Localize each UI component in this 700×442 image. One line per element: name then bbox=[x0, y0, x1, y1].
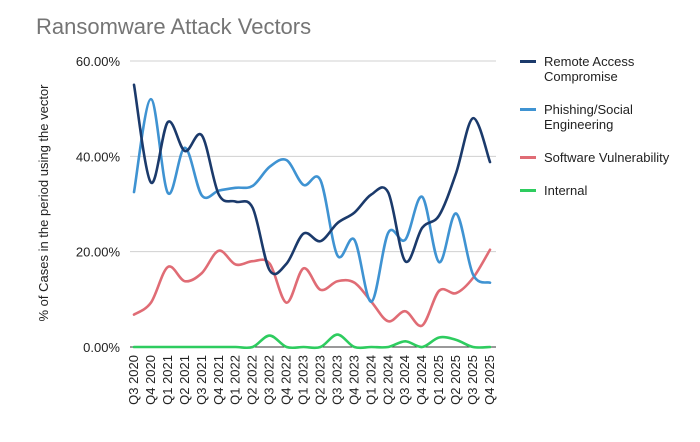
series-lines bbox=[132, 83, 492, 350]
legend-label: Phishing/Social Engineering bbox=[544, 102, 633, 132]
x-tick-label: Q4 2021 bbox=[211, 355, 226, 405]
x-tick-label: Q2 2023 bbox=[312, 355, 327, 405]
x-tick-label: Q3 2020 bbox=[126, 355, 141, 405]
x-tick-label: Q3 2025 bbox=[465, 355, 480, 405]
chart-title: Ransomware Attack Vectors bbox=[36, 14, 312, 39]
y-tick-label: 60.00% bbox=[76, 54, 121, 69]
y-axis-label: % of Cases in the period using the vecto… bbox=[36, 84, 51, 322]
legend-item-internal: Internal bbox=[520, 183, 695, 198]
legend-swatch bbox=[520, 189, 536, 192]
x-tick-label: Q4 2024 bbox=[414, 355, 429, 405]
x-tick-label: Q1 2024 bbox=[363, 355, 378, 405]
x-tick-label: Q1 2022 bbox=[228, 355, 243, 405]
y-tick-label: 0.00% bbox=[83, 340, 120, 355]
x-tick-label: Q2 2024 bbox=[380, 355, 395, 405]
y-axis-ticks: 0.00% 20.00% 40.00% 60.00% bbox=[76, 54, 121, 355]
x-tick-label: Q1 2025 bbox=[431, 355, 446, 405]
x-tick-label: Q4 2025 bbox=[482, 355, 497, 405]
x-tick-label: Q3 2022 bbox=[262, 355, 277, 405]
legend-label: Software Vulnerability bbox=[544, 150, 670, 165]
x-tick-label: Q1 2021 bbox=[160, 355, 175, 405]
x-tick-label: Q3 2021 bbox=[194, 355, 209, 405]
y-tick-label: 20.00% bbox=[76, 245, 121, 260]
legend-label: Remote Access Compromise bbox=[544, 54, 635, 84]
x-axis-ticks: Q3 2020 Q4 2020 Q1 2021 Q2 2021 Q3 2021 Q4 20… bbox=[126, 355, 497, 405]
grid-lines bbox=[130, 60, 496, 348]
x-tick-label: Q2 2025 bbox=[448, 355, 463, 405]
x-tick-label: Q4 2020 bbox=[143, 355, 158, 405]
y-tick-label: 40.00% bbox=[76, 149, 121, 164]
x-tick-label: Q1 2023 bbox=[296, 355, 311, 405]
legend-item-remote-access: Remote Access Compromise bbox=[520, 54, 695, 84]
legend-item-phishing: Phishing/Social Engineering bbox=[520, 102, 695, 132]
x-tick-label: Q3 2024 bbox=[397, 355, 412, 405]
legend: Remote Access Compromise Phishing/Social… bbox=[520, 54, 695, 198]
legend-label: Internal bbox=[544, 183, 588, 198]
legend-swatch bbox=[520, 60, 536, 63]
legend-swatch bbox=[520, 156, 536, 159]
series-line-software-vulnerability bbox=[132, 248, 492, 328]
x-tick-label: Q2 2022 bbox=[245, 355, 260, 405]
series-line-remote-access bbox=[132, 83, 492, 276]
x-tick-label: Q3 2023 bbox=[329, 355, 344, 405]
x-tick-label: Q4 2022 bbox=[279, 355, 294, 405]
series-line-internal bbox=[132, 333, 492, 350]
series-line-phishing bbox=[132, 97, 492, 304]
x-tick-label: Q2 2021 bbox=[177, 355, 192, 405]
x-tick-label: Q4 2023 bbox=[346, 355, 361, 405]
legend-swatch bbox=[520, 108, 536, 111]
legend-item-software-vulnerability: Software Vulnerability bbox=[520, 150, 695, 165]
